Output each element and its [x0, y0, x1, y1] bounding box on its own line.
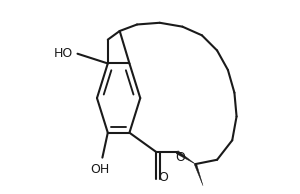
Text: O: O: [176, 151, 185, 164]
Text: OH: OH: [91, 163, 110, 176]
Text: O: O: [158, 171, 168, 184]
Text: HO: HO: [54, 47, 73, 60]
Polygon shape: [176, 151, 195, 164]
Polygon shape: [194, 164, 203, 186]
